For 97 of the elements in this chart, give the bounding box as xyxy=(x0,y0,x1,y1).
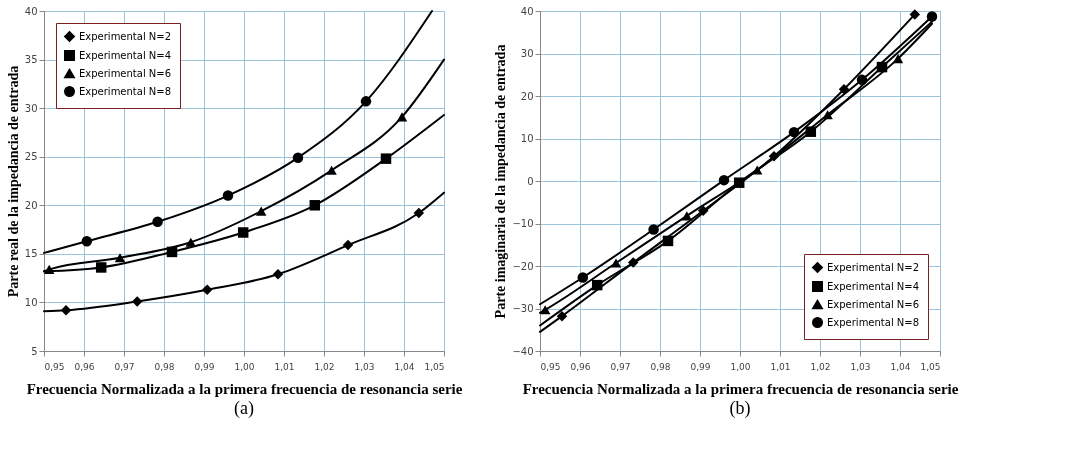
y-tick-label: −10 xyxy=(512,218,534,229)
y-tick-label: 40 xyxy=(520,5,534,17)
x-tick-label: 1,05 xyxy=(920,361,941,372)
point xyxy=(539,305,551,315)
x-tick-label: 0,99 xyxy=(690,361,711,372)
line-series xyxy=(43,10,433,254)
point xyxy=(396,112,408,122)
point xyxy=(648,224,659,235)
point xyxy=(131,296,143,307)
legend-label: Experimental N=2 xyxy=(79,30,172,42)
point xyxy=(733,177,745,188)
point xyxy=(326,165,337,175)
x-tick-label: 1,00 xyxy=(730,361,751,372)
point xyxy=(201,284,213,296)
y-tick-label: −40 xyxy=(512,345,534,357)
legend-label: Experimental N=8 xyxy=(827,316,920,328)
point xyxy=(856,74,868,86)
x-tick-label: 0,96 xyxy=(570,361,591,372)
x-tick-label: 0,98 xyxy=(154,361,175,372)
y-tick-label: 40 xyxy=(24,5,38,17)
point xyxy=(237,227,249,238)
point xyxy=(255,206,267,216)
y-tick-label: 20 xyxy=(520,90,534,102)
y-tick-label: 30 xyxy=(520,48,534,59)
point xyxy=(152,216,163,228)
y-tick-label: −20 xyxy=(512,260,534,272)
point xyxy=(222,190,234,201)
x-tick-label: 1,01 xyxy=(274,361,295,372)
point xyxy=(591,279,603,291)
point xyxy=(577,272,589,283)
point xyxy=(681,211,693,221)
text: (a) xyxy=(234,398,254,419)
point xyxy=(272,269,284,280)
x-tick-label: 1,05 xyxy=(424,361,445,372)
point xyxy=(876,61,888,73)
y-tick-label: 20 xyxy=(24,199,38,211)
y-tick-label: 0 xyxy=(527,175,534,187)
point xyxy=(380,153,392,164)
y-tick-label: 15 xyxy=(24,248,38,260)
point xyxy=(718,174,730,186)
point xyxy=(43,264,55,274)
x-tick-label: 0,95 xyxy=(44,361,65,372)
legend-label: Experimental N=6 xyxy=(79,67,172,79)
point xyxy=(292,152,304,163)
x-tick-label: 1,03 xyxy=(354,361,375,372)
y-axis-title: Parte real de la impedancia de entrada xyxy=(5,65,21,298)
x-tick-label: 0,97 xyxy=(114,361,135,372)
legend-label: Experimental N=2 xyxy=(827,261,920,273)
point xyxy=(360,96,372,107)
point xyxy=(788,126,800,138)
y-tick-label: 5 xyxy=(31,345,38,357)
legend-label: Experimental N=6 xyxy=(827,298,920,310)
y-tick-label: 10 xyxy=(24,296,38,308)
point xyxy=(892,54,904,64)
point xyxy=(309,200,321,211)
point xyxy=(556,310,568,322)
point xyxy=(697,205,709,216)
x-tick-label: 0,95 xyxy=(540,361,561,372)
point xyxy=(60,304,72,316)
point xyxy=(627,257,639,268)
x-tick-label: 1,02 xyxy=(314,361,335,372)
x-tick-label: 1,00 xyxy=(234,361,255,372)
point xyxy=(114,253,126,263)
y-tick-label: 10 xyxy=(520,133,534,144)
legend-label: Experimental N=8 xyxy=(79,85,172,97)
point xyxy=(805,126,817,137)
y-tick-label: −30 xyxy=(512,303,534,314)
y-tick-label: 25 xyxy=(24,151,38,163)
text: (b) xyxy=(729,398,751,419)
point xyxy=(838,83,850,95)
x-tick-label: 1,01 xyxy=(770,361,791,372)
x-axis-title: Frecuencia Normalizada a la primera frecuencia de resonancia serie xyxy=(522,380,959,397)
point xyxy=(81,235,93,247)
x-tick-label: 0,96 xyxy=(74,361,95,372)
point xyxy=(909,9,921,20)
legend-label: Experimental N=4 xyxy=(79,49,172,61)
y-tick-label: 35 xyxy=(24,54,38,66)
x-tick-label: 1,04 xyxy=(394,361,415,372)
x-tick-label: 0,99 xyxy=(194,361,215,372)
point xyxy=(768,151,780,162)
x-tick-label: 0,97 xyxy=(610,361,631,372)
y-tick-label: 30 xyxy=(24,102,38,114)
point xyxy=(342,239,354,251)
point xyxy=(822,110,833,120)
x-tick-label: 1,03 xyxy=(850,361,871,372)
point xyxy=(166,246,178,258)
x-tick-label: 1,04 xyxy=(890,361,911,372)
x-tick-label: 0,98 xyxy=(650,361,671,372)
x-axis-title: Frecuencia Normalizada a la primera frecuencia de resonancia serie xyxy=(26,380,463,397)
legend-label: Experimental N=4 xyxy=(827,280,920,292)
point xyxy=(95,262,107,273)
y-axis-title: Parte imaginaria de la impedancia de entrada xyxy=(493,44,509,319)
x-tick-label: 1,02 xyxy=(810,361,831,372)
point xyxy=(926,11,938,22)
point xyxy=(610,258,622,268)
point xyxy=(413,207,425,219)
point xyxy=(662,235,674,247)
